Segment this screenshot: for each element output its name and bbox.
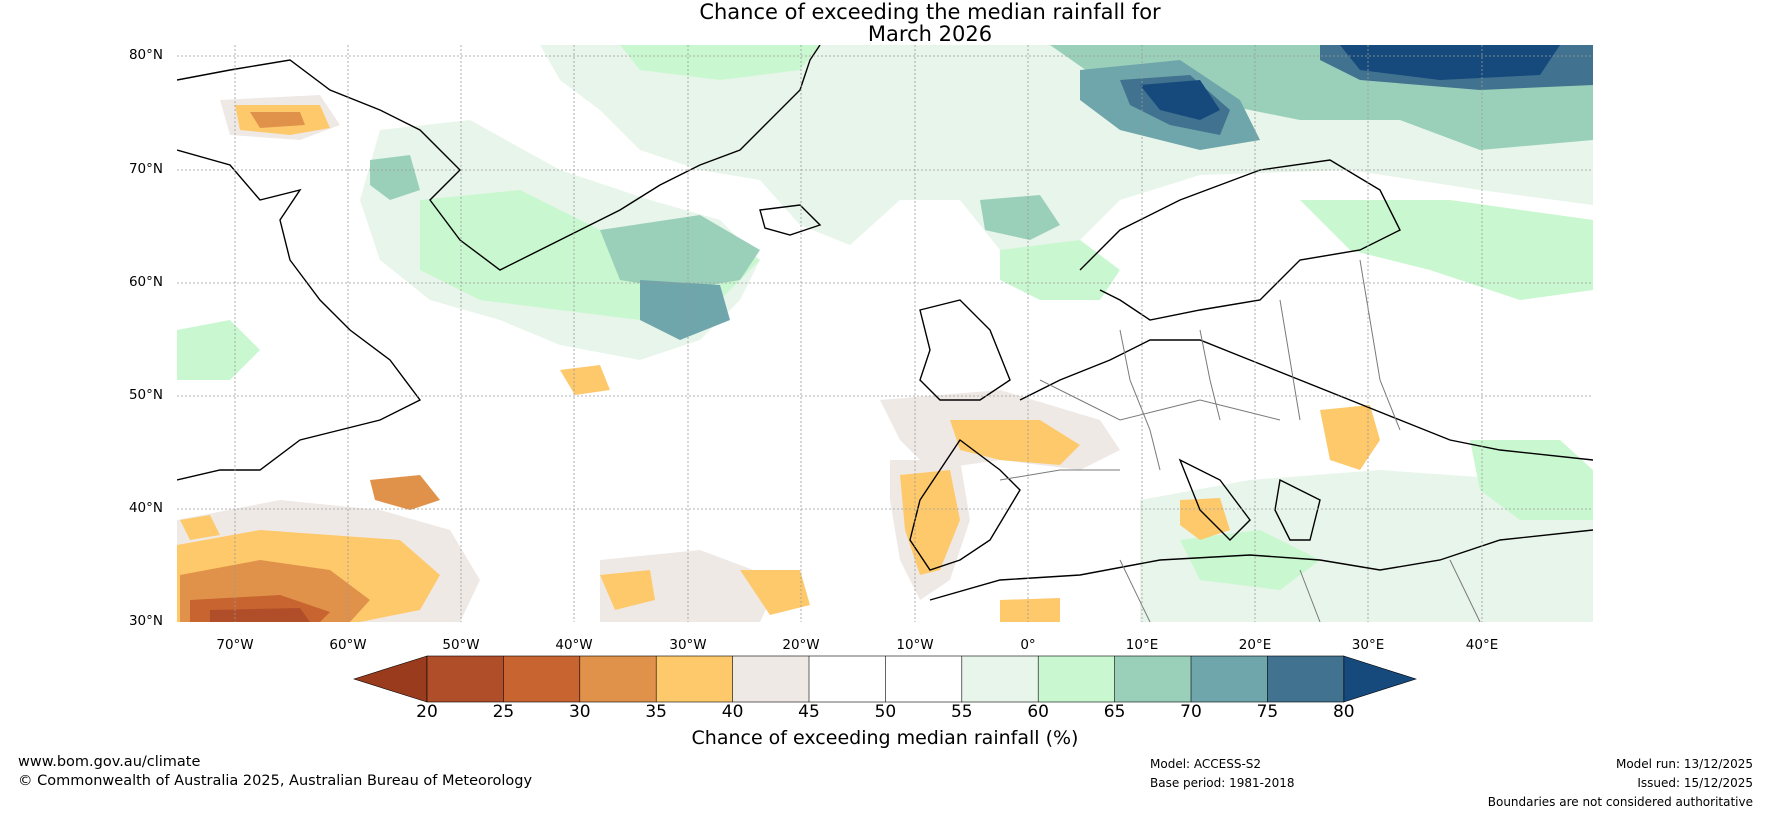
colorbar-tick: 75 [1256,702,1279,722]
lon-label: 10°W [896,637,934,653]
colorbar-tick: 65 [1103,702,1126,722]
disclaimer-text: Boundaries are not considered authoritat… [1487,795,1753,809]
website-link[interactable]: www.bom.gov.au/climate [18,754,201,770]
lat-label: 30°N [128,613,163,629]
lon-label: 50°W [442,637,480,653]
lon-label: 70°W [216,637,254,653]
north-africa-coast [929,529,1593,601]
wet-regions [177,45,1593,622]
lat-label: 80°N [128,47,163,63]
europe-coast [1019,339,1593,461]
lat-label: 50°N [128,387,163,403]
lat-label: 40°N [128,500,163,516]
scandinavia-coast [1079,159,1401,321]
colorbar-tick: 55 [950,702,973,722]
colorbar-extend-high [1343,655,1417,703]
colorbar-swatch-60-65 [1038,656,1115,702]
chart-title-line2: March 2026 [867,22,993,46]
colorbar [353,655,1417,703]
colorbar-swatch-65-70 [1114,656,1191,702]
lon-label: 20°E [1238,637,1272,653]
lat-label: 60°N [128,274,163,290]
italy-coast [1178,458,1251,541]
country-borders [999,259,1481,622]
lon-label: 30°E [1351,637,1385,653]
colorbar-tick: 40 [721,702,744,722]
greece-coast [1274,478,1321,541]
colorbar-swatch-75-80 [1267,656,1344,702]
colorbar-tick: 45 [798,702,820,722]
colorbar-swatch-50-55 [885,656,962,702]
colorbar-tick: 20 [416,702,438,722]
colorbar-tick: 80 [1332,702,1355,722]
colorbar-label: Chance of exceeding median rainfall (%) [691,727,1079,749]
colorbar-tick: 50 [874,702,897,722]
colorbar-tick: 25 [492,702,515,722]
copyright-text: © Commonwealth of Australia 2025, Austra… [18,773,533,789]
greenland-coast [177,45,821,271]
lon-label: 10°E [1125,637,1159,653]
rainfall-anomaly-layer [177,45,1593,622]
colorbar-swatch-70-75 [1191,656,1268,702]
colorbar-tick: 60 [1027,702,1049,722]
colorbar-extend-low [353,655,428,703]
lon-label: 20°W [782,637,820,653]
colorbar-swatch-35-40 [656,656,733,702]
issued-text: Issued: 15/12/2025 [1637,776,1753,790]
lon-label: 40°W [555,637,593,653]
north-america-coast [177,149,422,481]
colorbar-swatch-30-35 [579,656,657,702]
model-text: Model: ACCESS-S2 [1150,757,1262,771]
lon-label: 30°W [669,637,707,653]
colorbar-tick: 35 [645,702,667,722]
colorbar-swatch-45-50 [809,656,886,702]
british-isles-coast [919,299,1011,401]
colorbar-swatch-25-30 [503,656,580,702]
model-run-text: Model run: 13/12/2025 [1615,757,1753,771]
colorbar-tick: 70 [1180,702,1202,722]
colorbar-swatch-55-60 [961,656,1039,702]
colorbar-swatch-20-25 [427,656,504,702]
lon-label: 0° [1020,637,1036,653]
chart-title-line1: Chance of exceeding the median rainfall … [699,0,1161,24]
coastlines [177,45,1593,601]
colorbar-tick: 30 [568,702,591,722]
iceland-coast [759,204,822,236]
lon-label: 40°E [1465,637,1499,653]
graticule [177,45,1593,622]
colorbar-swatch-40-45 [732,656,809,702]
lat-label: 70°N [128,161,163,177]
iberia-coast [909,438,1021,571]
dry-regions [177,95,1380,622]
base-period-text: Base period: 1981-2018 [1150,776,1295,790]
lon-label: 60°W [329,637,367,653]
